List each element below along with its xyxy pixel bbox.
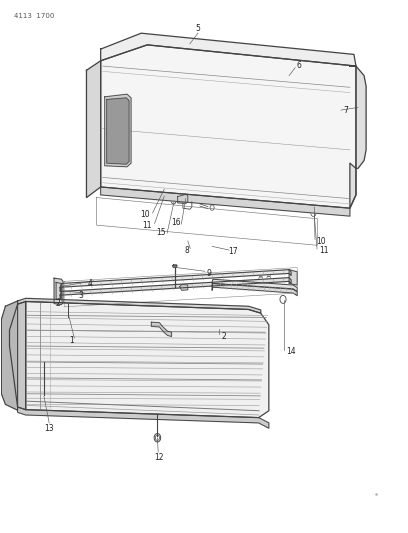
Polygon shape <box>86 61 101 198</box>
Text: 11: 11 <box>142 221 152 230</box>
Text: 2: 2 <box>56 299 60 308</box>
Text: 1: 1 <box>69 336 73 345</box>
Polygon shape <box>151 322 172 336</box>
Polygon shape <box>289 270 297 285</box>
Text: 3: 3 <box>78 291 83 300</box>
Text: 5: 5 <box>195 25 200 34</box>
Text: 6: 6 <box>297 61 302 69</box>
Text: 7: 7 <box>344 106 348 115</box>
Text: 12: 12 <box>155 453 164 462</box>
Polygon shape <box>18 407 269 428</box>
Polygon shape <box>60 270 291 292</box>
Text: 10: 10 <box>140 210 150 219</box>
Polygon shape <box>18 298 261 313</box>
Text: 15: 15 <box>157 228 166 237</box>
Polygon shape <box>26 302 269 418</box>
Polygon shape <box>101 33 356 66</box>
Text: 8: 8 <box>184 246 189 255</box>
Polygon shape <box>54 278 63 305</box>
Text: 13: 13 <box>44 424 54 433</box>
Polygon shape <box>101 187 350 216</box>
Polygon shape <box>177 195 188 204</box>
Polygon shape <box>180 285 188 290</box>
Polygon shape <box>60 278 291 298</box>
Polygon shape <box>56 282 61 300</box>
Polygon shape <box>105 94 131 167</box>
Text: 4: 4 <box>87 279 92 288</box>
Text: 11: 11 <box>319 246 328 255</box>
Text: 2: 2 <box>221 332 226 341</box>
Text: 17: 17 <box>228 247 238 256</box>
Polygon shape <box>1 301 18 410</box>
Polygon shape <box>350 66 366 208</box>
Polygon shape <box>107 98 129 164</box>
Polygon shape <box>212 279 297 292</box>
Text: 9: 9 <box>206 269 211 278</box>
Polygon shape <box>212 284 297 296</box>
Text: 10: 10 <box>317 237 326 246</box>
Text: 16: 16 <box>171 218 180 227</box>
Polygon shape <box>101 45 356 208</box>
Text: 4113  1700: 4113 1700 <box>13 13 54 19</box>
Text: 14: 14 <box>286 347 296 356</box>
Polygon shape <box>9 302 26 410</box>
